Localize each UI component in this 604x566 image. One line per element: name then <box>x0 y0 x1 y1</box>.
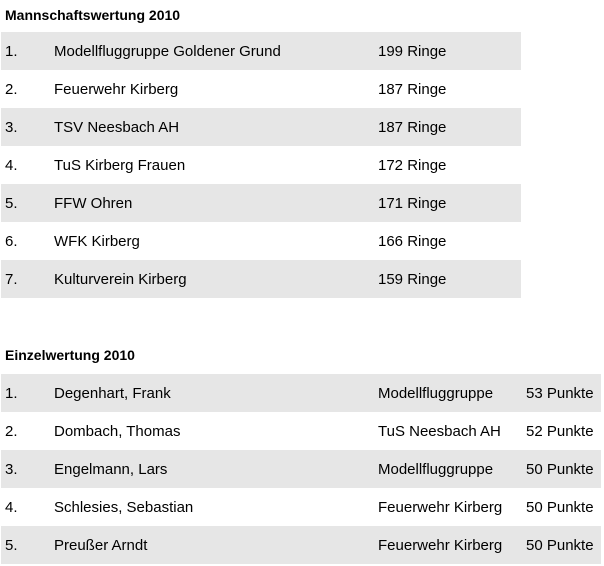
team-name-cell: WFK Kirberg <box>54 232 140 250</box>
participant-name-cell: Preußer Arndt <box>54 526 378 564</box>
rank-cell: 3. <box>1 450 54 488</box>
team-ranking-table: 1. Modellfluggruppe Goldener Grund 199 R… <box>1 32 521 298</box>
rank-cell: 2. <box>5 422 18 440</box>
table-row: 3. Engelmann, Lars Modellfluggruppe 50 P… <box>1 450 601 488</box>
score-cell: 159 Ringe <box>378 260 521 298</box>
score-cell: 166 Ringe <box>378 232 447 250</box>
points-cell: 52 Punkte <box>526 422 594 440</box>
participant-name-cell: Engelmann, Lars <box>54 450 378 488</box>
rank-cell: 3. <box>1 108 54 146</box>
participant-name-cell: Degenhart, Frank <box>54 374 378 412</box>
team-name-cell: Feuerwehr Kirberg <box>54 80 179 98</box>
table-row: 1. Modellfluggruppe Goldener Grund 199 R… <box>1 32 521 70</box>
score-cell: 171 Ringe <box>378 184 521 222</box>
score-cell: 187 Ringe <box>378 108 521 146</box>
team-ranking-title: Mannschaftswertung 2010 <box>5 7 181 23</box>
individual-ranking-table: 1. Degenhart, Frank Modellfluggruppe 53 … <box>1 374 601 564</box>
table-row: 5. Preußer Arndt Feuerwehr Kirberg 50 Pu… <box>1 526 601 564</box>
team-name-cell: FFW Ohren <box>54 184 378 222</box>
score-cell: 172 Ringe <box>378 156 447 174</box>
points-cell: 50 Punkte <box>526 526 601 564</box>
table-row: 1. Degenhart, Frank Modellfluggruppe 53 … <box>1 374 601 412</box>
table-row: 5. FFW Ohren 171 Ringe <box>1 184 521 222</box>
rank-cell: 2. <box>5 80 18 98</box>
table-row: 4. Schlesies, Sebastian Feuerwehr Kirber… <box>1 488 601 526</box>
participant-name-cell: Dombach, Thomas <box>54 422 181 440</box>
table-row: 4. TuS Kirberg Frauen 172 Ringe <box>1 146 521 184</box>
individual-ranking-title: Einzelwertung 2010 <box>5 347 135 363</box>
table-row: 7. Kulturverein Kirberg 159 Ringe <box>1 260 521 298</box>
club-cell: Feuerwehr Kirberg <box>378 498 503 516</box>
score-cell: 187 Ringe <box>378 80 447 98</box>
rank-cell: 5. <box>1 526 54 564</box>
table-row: 3. TSV Neesbach AH 187 Ringe <box>1 108 521 146</box>
team-name-cell: Modellfluggruppe Goldener Grund <box>54 32 378 70</box>
rank-cell: 1. <box>1 32 54 70</box>
rank-cell: 6. <box>5 232 18 250</box>
rank-cell: 5. <box>1 184 54 222</box>
points-cell: 53 Punkte <box>526 374 601 412</box>
table-row: 2. Feuerwehr Kirberg 187 Ringe <box>1 70 521 108</box>
points-cell: 50 Punkte <box>526 498 594 516</box>
participant-name-cell: Schlesies, Sebastian <box>54 498 194 516</box>
team-name-cell: Kulturverein Kirberg <box>54 260 378 298</box>
club-cell: Modellfluggruppe <box>378 374 526 412</box>
table-row: 6. WFK Kirberg 166 Ringe <box>1 222 521 260</box>
table-row: 2. Dombach, Thomas TuS Neesbach AH 52 Pu… <box>1 412 601 450</box>
points-cell: 50 Punkte <box>526 450 601 488</box>
rank-cell: 7. <box>1 260 54 298</box>
team-name-cell: TuS Kirberg Frauen <box>54 156 186 174</box>
club-cell: TuS Neesbach AH <box>378 422 501 440</box>
rank-cell: 4. <box>5 156 18 174</box>
score-cell: 199 Ringe <box>378 32 521 70</box>
rank-cell: 1. <box>1 374 54 412</box>
club-cell: Feuerwehr Kirberg <box>378 526 526 564</box>
team-name-cell: TSV Neesbach AH <box>54 108 378 146</box>
rank-cell: 4. <box>5 498 18 516</box>
club-cell: Modellfluggruppe <box>378 450 526 488</box>
